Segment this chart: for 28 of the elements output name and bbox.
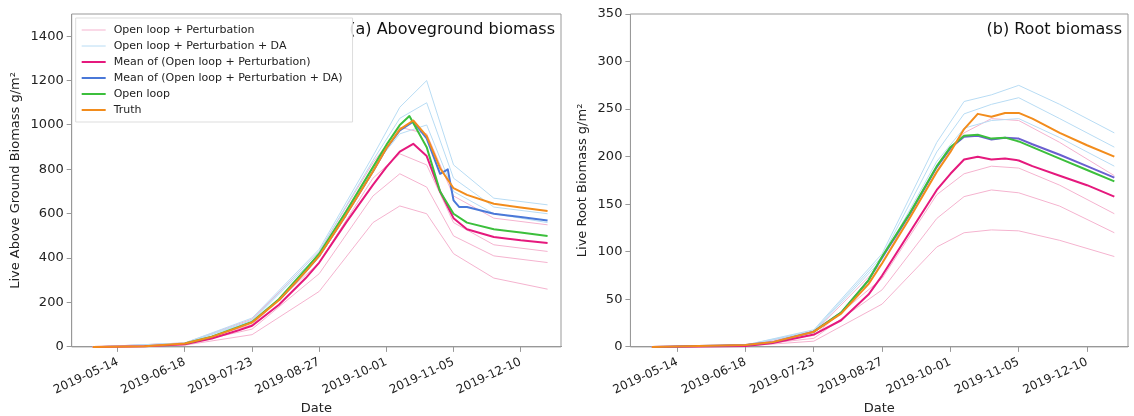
y-tick-label: 1400 [30, 27, 64, 43]
y-tick-label: 250 [597, 100, 623, 116]
y-tick-label: 0 [614, 338, 623, 354]
y-tick-label: 400 [38, 249, 64, 265]
y-tick-label: 50 [605, 290, 623, 306]
y-tick-label: 600 [38, 205, 64, 221]
y-tick-label: 350 [597, 5, 623, 21]
legend-label: Mean of (Open loop + Perturbation) [113, 54, 311, 68]
y-axis-title: Live Above Ground Biomass g/m² [7, 72, 23, 289]
x-axis-title: Date [300, 399, 332, 415]
legend-label: Open loop + Perturbation [113, 22, 255, 36]
legend-label: Mean of (Open loop + Perturbation + DA) [113, 70, 343, 84]
y-tick-label: 200 [597, 148, 623, 164]
y-tick-label: 800 [38, 160, 64, 176]
y-axis-title: Live Root Biomass g/m² [574, 103, 590, 258]
legend-label: Truth [112, 102, 142, 116]
y-tick-label: 0 [55, 338, 64, 354]
legend-label: Open loop [113, 86, 171, 100]
y-tick-label: 200 [38, 293, 64, 309]
y-tick-label: 300 [597, 52, 623, 68]
x-axis-title: Date [863, 399, 895, 415]
chart-title: (a) Aboveground biomass [349, 19, 555, 39]
legend-label: Open loop + Perturbation + DA [113, 38, 287, 52]
chart-title: (b) Root biomass [986, 19, 1122, 39]
y-tick-label: 1200 [30, 71, 64, 87]
y-tick-label: 1000 [30, 116, 64, 132]
y-tick-label: 100 [597, 243, 623, 259]
y-tick-label: 150 [597, 195, 623, 211]
